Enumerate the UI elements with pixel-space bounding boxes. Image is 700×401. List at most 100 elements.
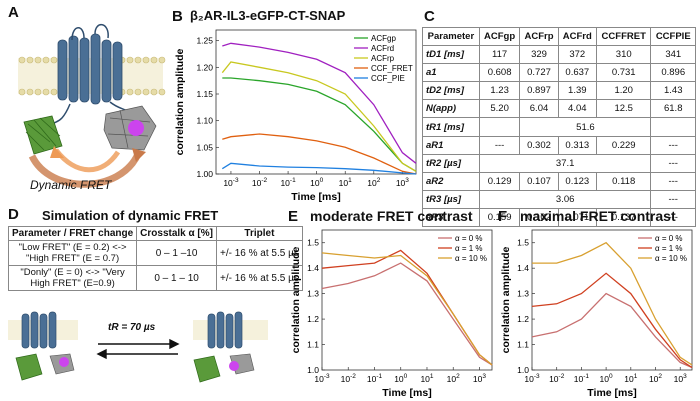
legend-label: α = 1 % bbox=[655, 244, 683, 253]
row-label: N(app) bbox=[422, 99, 480, 119]
panel-b-title: β₂AR-IL3-eGFP-CT-SNAP bbox=[190, 8, 346, 23]
receptor-helices bbox=[57, 33, 123, 105]
panel-f-title: maximal FRET contrast bbox=[520, 208, 676, 224]
table-row: N(app) 5.20 6.04 4.04 12.5 61.8 bbox=[422, 99, 696, 119]
header-cell: CCFPIE bbox=[650, 26, 696, 47]
table-row: aR3 0.159 0.102 0.071 0.137 --- bbox=[422, 207, 696, 228]
table-cell: 0.897 bbox=[519, 81, 559, 101]
series-line bbox=[222, 77, 417, 172]
table-row: "Low FRET" (E = 0.2) <-> "High FRET" (E … bbox=[7, 240, 303, 266]
conformation-right bbox=[193, 311, 268, 383]
table-row: "Donly" (E = 0) <-> "Very High FRET" (E=… bbox=[7, 265, 303, 291]
y-tick-label: 1.3 bbox=[517, 289, 529, 299]
panel-label-e: E bbox=[288, 208, 299, 225]
table-cell: 341 bbox=[650, 45, 696, 65]
x-tick-label: 100 bbox=[600, 373, 613, 384]
table-cell: "Low FRET" (E = 0.2) <-> "High FRET" (E … bbox=[7, 240, 138, 266]
y-tick-label: 1.2 bbox=[517, 314, 529, 324]
table-cell: 0 – 1 – 10 bbox=[136, 265, 217, 291]
header-cell: Parameter / FRET change bbox=[7, 226, 138, 241]
x-tick-label: 10-3 bbox=[223, 177, 239, 188]
series-line bbox=[221, 61, 417, 172]
table-cell: --- bbox=[650, 189, 696, 209]
series-line bbox=[531, 272, 693, 369]
legend-label: CCF_FRET bbox=[371, 64, 413, 73]
x-axis-label: Time [ms] bbox=[382, 387, 431, 398]
header-cell: CCFFRET bbox=[595, 26, 652, 47]
y-tick-label: 1.5 bbox=[307, 238, 319, 248]
panel-label-d: D bbox=[8, 206, 19, 223]
table-cell: 0.071 bbox=[557, 207, 597, 228]
x-axis-label: Time [ms] bbox=[291, 191, 340, 202]
table-cell: 0.313 bbox=[557, 135, 597, 155]
table-cell: 0.608 bbox=[478, 63, 521, 83]
legend-label: ACFrp bbox=[371, 54, 395, 63]
table-cell: +/- 16 % at 5.5 µs bbox=[216, 265, 303, 291]
x-tick-label: 10-2 bbox=[341, 373, 357, 384]
legend-label: α = 0 % bbox=[455, 234, 483, 243]
y-axis-label: correlation amplitude bbox=[174, 48, 186, 155]
y-tick-label: 1.4 bbox=[517, 263, 529, 273]
panel-label-c: C bbox=[424, 8, 435, 25]
x-tick-label: 103 bbox=[674, 373, 687, 384]
series-line bbox=[321, 252, 493, 366]
table-row: aR2 0.129 0.107 0.123 0.118 --- bbox=[422, 171, 696, 191]
y-tick-label: 1.5 bbox=[517, 238, 529, 248]
table-cell: 0.727 bbox=[519, 63, 559, 83]
y-tick-label: 1.00 bbox=[196, 169, 213, 179]
fret-arrow-back bbox=[54, 148, 121, 173]
plot-frame bbox=[531, 229, 693, 371]
x-tick-label: 10-3 bbox=[314, 373, 330, 384]
y-tick-label: 1.0 bbox=[517, 365, 529, 375]
y-tick-label: 1.25 bbox=[196, 36, 213, 46]
y-tick-label: 1.0 bbox=[307, 365, 319, 375]
table-row: tD1 [ms] 117 329 372 310 341 bbox=[422, 45, 696, 65]
table-cell: +/- 16 % at 5.5 µs bbox=[216, 240, 303, 266]
table-cell: 0.129 bbox=[478, 171, 521, 191]
table-cell: 0 – 1 –10 bbox=[136, 240, 217, 266]
fcs-correlation-chart: 1.00 1.05 1.10 1.15 1.20 1.25 10-3 10-2 10-1 100 1… bbox=[174, 29, 417, 202]
x-tick-label: 101 bbox=[420, 373, 433, 384]
table-cell: 117 bbox=[478, 45, 521, 65]
plot-frame bbox=[321, 229, 493, 371]
x-tick-label: 10-1 bbox=[280, 177, 296, 188]
table-cell: 0.637 bbox=[557, 63, 597, 83]
legend-label: α = 1 % bbox=[455, 244, 483, 253]
legend-label: CCF_PIE bbox=[371, 74, 405, 83]
row-label: tR3 [µs] bbox=[422, 189, 480, 209]
header-cell: Crosstalk α [%] bbox=[136, 226, 217, 241]
header-cell: ACFgp bbox=[478, 26, 521, 47]
table-cell: 0.118 bbox=[595, 171, 652, 191]
table-cell: 5.20 bbox=[478, 99, 521, 119]
plot-frame bbox=[215, 29, 417, 175]
row-label: tR1 [ms] bbox=[422, 117, 480, 137]
y-axis-label: correlation amplitude bbox=[290, 246, 302, 353]
series-line bbox=[222, 133, 417, 175]
x-tick-label: 102 bbox=[367, 177, 380, 188]
row-label: a1 bbox=[422, 63, 480, 83]
gpcr-fret-illustration bbox=[18, 24, 166, 188]
table-cell: 0.229 bbox=[595, 135, 652, 155]
y-tick-label: 1.3 bbox=[307, 289, 319, 299]
row-label: aR1 bbox=[422, 135, 480, 155]
table-cell: 0.137 bbox=[595, 207, 652, 228]
x-tick-label: 102 bbox=[447, 373, 460, 384]
moderate-fret-chart: 1.0 1.1 1.2 1.3 1.4 1.5 10-3 10-2 10-1 100 101 102 1… bbox=[290, 229, 493, 398]
table-row: tR1 [ms] 51.6 bbox=[422, 117, 696, 137]
table-cell: --- bbox=[650, 171, 696, 191]
series-line bbox=[222, 42, 417, 164]
table-cell: 329 bbox=[519, 45, 559, 65]
legend-label: ACFrd bbox=[371, 44, 394, 53]
x-tick-label: 10-1 bbox=[574, 373, 590, 384]
conformation-exchange-illustration bbox=[8, 311, 268, 383]
table-cell: --- bbox=[650, 135, 696, 155]
maximal-fret-chart: 1.0 1.1 1.2 1.3 1.4 1.5 10-3 10-2 10-1 100 101 102 1… bbox=[500, 229, 693, 398]
x-tick-label: 100 bbox=[310, 177, 323, 188]
x-tick-label: 10-3 bbox=[524, 373, 540, 384]
acceptor-dye bbox=[128, 120, 144, 136]
panel-a-caption: Dynamic FRET bbox=[30, 178, 112, 192]
x-tick-label: 10-1 bbox=[367, 373, 383, 384]
table-cell: --- bbox=[650, 207, 696, 228]
table-cell: 1.20 bbox=[595, 81, 652, 101]
table-cell: 0.123 bbox=[557, 171, 597, 191]
